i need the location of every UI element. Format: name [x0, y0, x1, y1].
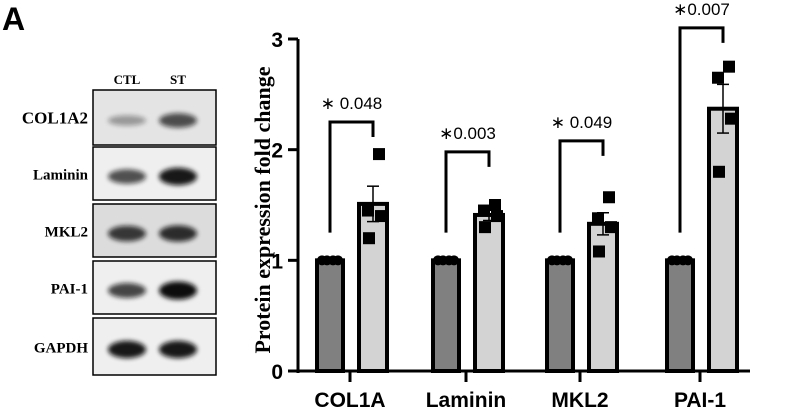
protein-band [108, 340, 146, 359]
protein-band [108, 115, 146, 126]
data-point [605, 221, 617, 234]
blot-row-label: MKL2 [45, 225, 88, 241]
protein-band [108, 225, 146, 242]
protein-band [159, 113, 197, 128]
data-point [725, 112, 737, 125]
protein-band [159, 167, 197, 186]
blot-row: GAPDH [34, 317, 217, 376]
blot-row: COL1A2 [22, 89, 217, 146]
bar-st [707, 106, 739, 373]
data-point [449, 255, 459, 266]
significance-bracket [678, 26, 725, 233]
data-point [593, 245, 605, 258]
protein-band [108, 169, 146, 184]
data-point [363, 232, 375, 245]
y-tick-label: 1 [271, 250, 283, 273]
significance-bracket [444, 150, 491, 233]
data-point [592, 212, 604, 225]
x-tick-label: Laminin [426, 389, 507, 412]
data-point [713, 165, 725, 178]
blot-row-label: PAI-1 [51, 282, 88, 298]
data-point [333, 255, 343, 266]
blot-row-label: Laminin [33, 168, 89, 184]
protein-band [108, 283, 146, 298]
data-point [723, 60, 735, 73]
data-point [712, 71, 724, 84]
bar-st [473, 212, 505, 373]
p-value-label: ∗0.003 [439, 124, 496, 143]
blot-row: MKL2 [45, 203, 217, 258]
data-point [362, 204, 374, 217]
data-point [603, 191, 615, 204]
p-value-label: ∗ 0.049 [551, 113, 613, 132]
lane-label-st: ST [170, 72, 186, 87]
p-value-label: ∗0.007 [673, 0, 730, 19]
data-point [375, 210, 387, 223]
blot-row: PAI-1 [51, 260, 217, 315]
data-point [489, 199, 501, 211]
bar-ctl [431, 258, 461, 374]
data-point [683, 255, 693, 266]
bar-ctl [315, 258, 345, 374]
blot-row-label: GAPDH [34, 341, 88, 357]
bar-ctl [545, 258, 575, 374]
significance-bracket [558, 139, 605, 233]
blot-row: Laminin [33, 146, 217, 201]
protein-band [159, 225, 197, 242]
data-point [479, 221, 491, 234]
p-value-label: ∗ 0.048 [321, 94, 383, 113]
bar-ctl [665, 258, 695, 374]
x-tick-label: COL1A [314, 389, 385, 412]
y-tick-label: 3 [271, 29, 283, 52]
y-tick-label: 0 [271, 361, 283, 384]
protein-band [159, 340, 197, 359]
y-axis-label: Protein expression fold change [250, 66, 275, 353]
blot-row-label: COL1A2 [22, 109, 88, 128]
x-tick-label: PAI-1 [674, 389, 726, 412]
protein-band [159, 281, 197, 300]
x-tick-label: MKL2 [551, 389, 608, 412]
panel-label: A [2, 1, 25, 37]
bar-chart: 0 1 2 3 Protein expression fold change COL1A ∗… [250, 0, 750, 412]
y-tick-label: 2 [271, 140, 283, 163]
data-point [563, 255, 573, 266]
lane-label-ctl: CTL [114, 72, 141, 87]
bar-st [357, 201, 389, 373]
blot-membrane [92, 89, 217, 146]
data-point [373, 148, 385, 161]
significance-bracket [328, 120, 375, 233]
data-point [491, 210, 503, 223]
data-point [478, 204, 490, 217]
western-blot: CTL ST COL1A2 Laminin MKL2 PAI-1 GAPDH [22, 72, 217, 376]
